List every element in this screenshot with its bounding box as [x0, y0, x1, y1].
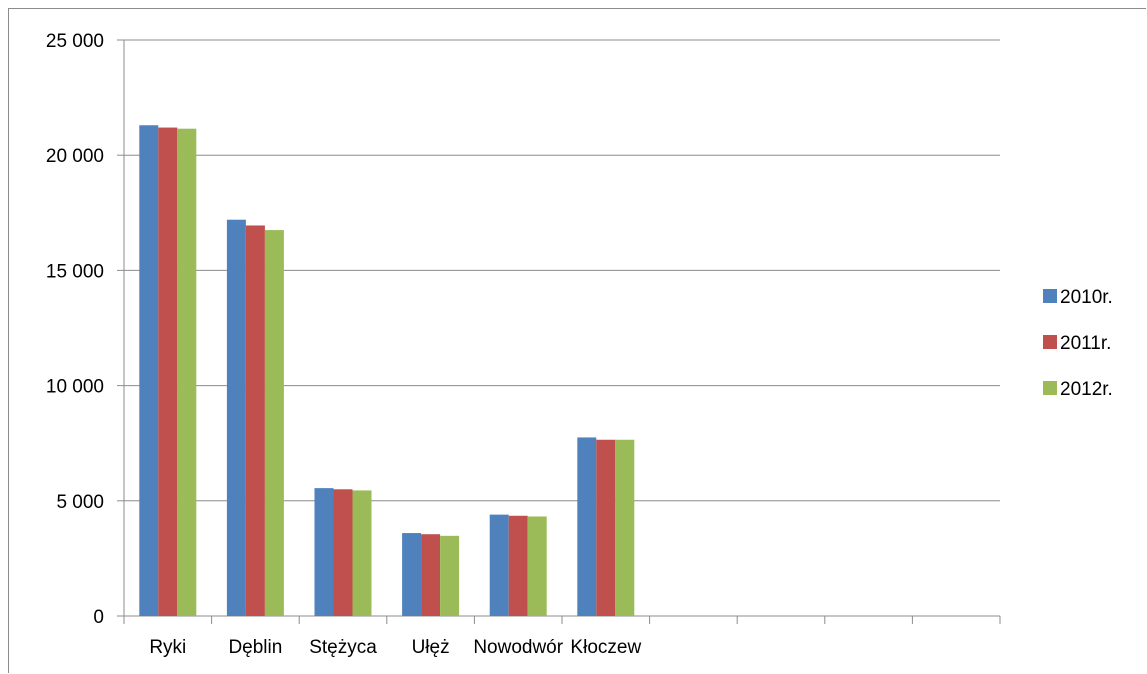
bar	[577, 437, 597, 616]
bar	[402, 533, 422, 616]
bar	[314, 488, 334, 616]
bar	[245, 225, 265, 617]
legend-swatch	[1043, 289, 1057, 303]
bar	[440, 535, 460, 616]
legend-label: 2011r.	[1060, 333, 1111, 354]
bar	[508, 515, 528, 616]
bar	[226, 219, 246, 616]
bar	[489, 514, 509, 616]
chart-frame	[8, 8, 1146, 673]
legend-swatch	[1043, 381, 1057, 395]
bar	[421, 534, 441, 616]
bar	[177, 128, 197, 617]
bar	[139, 125, 159, 617]
legend-swatch	[1043, 335, 1057, 349]
bar	[596, 439, 616, 616]
bar	[615, 439, 635, 616]
y-tick-label: 5 000	[56, 492, 104, 513]
x-category-label: Ułęż	[412, 637, 450, 658]
bar	[527, 516, 547, 616]
bar	[264, 230, 284, 616]
y-tick-label: 20 000	[46, 146, 104, 167]
x-category-label: Dęblin	[228, 637, 282, 658]
y-tick-label: 15 000	[46, 261, 104, 282]
legend-label: 2012r.	[1060, 379, 1113, 400]
x-category-label: Kłoczew	[570, 637, 641, 658]
bar	[352, 490, 372, 616]
x-category-label: Ryki	[149, 637, 186, 658]
x-category-label: Stężyca	[309, 637, 377, 658]
legend-label: 2010r.	[1060, 287, 1113, 308]
y-tick-label: 0	[93, 607, 104, 628]
y-tick-label: 10 000	[46, 377, 104, 398]
y-tick-label: 25 000	[46, 31, 104, 52]
bar	[158, 127, 178, 616]
bar	[333, 489, 353, 616]
x-category-label: Nowodwór	[473, 637, 563, 658]
